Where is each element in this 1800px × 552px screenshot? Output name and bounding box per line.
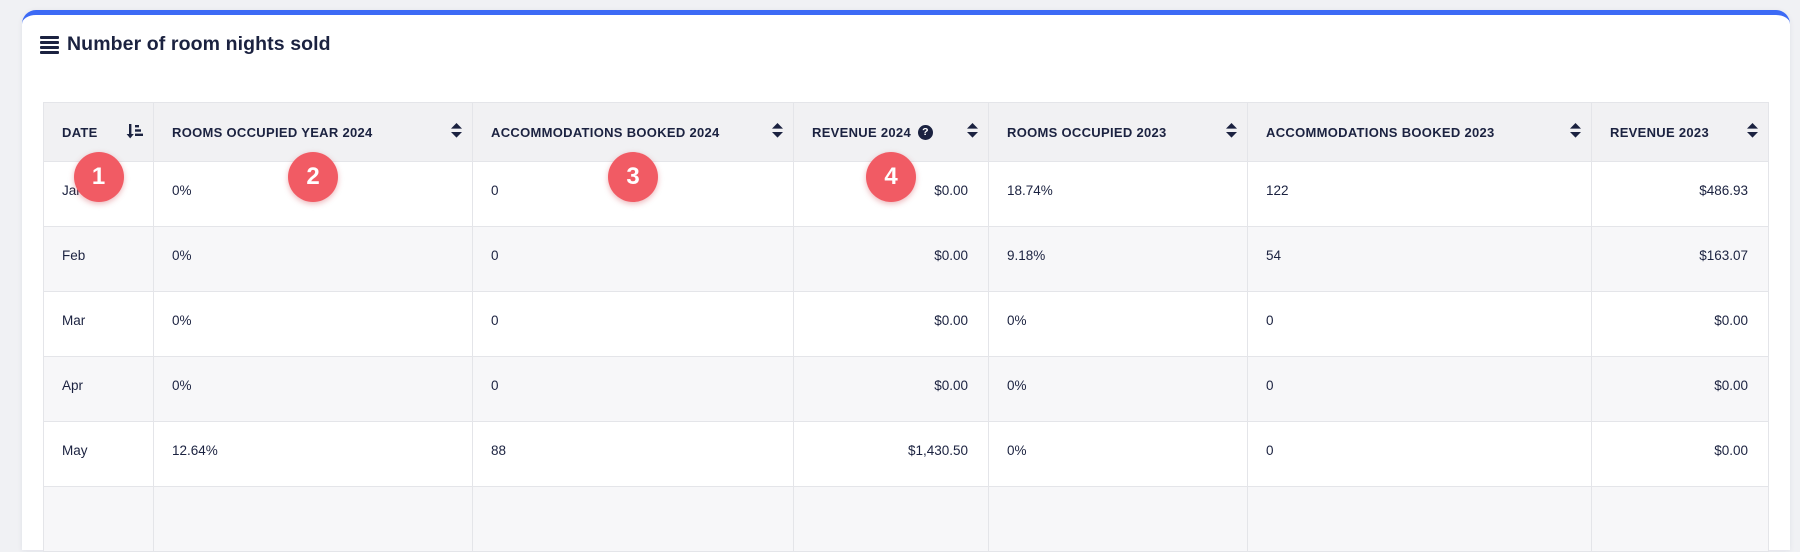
column-header-label: REVENUE 2024 [812,124,911,140]
value-cell: $0.00 [793,356,989,422]
step-badge-label: 3 [626,163,640,190]
empty-cell [472,486,794,552]
column-header-label: REVENUE 2023 [1610,124,1709,140]
table-row: Mar 0% 0 $0.00 0% 0 $0.00 [43,291,1769,357]
table-row: May 12.64% 88 $1,430.50 0% 0 $0.00 [43,421,1769,487]
value-cell: 0 [1247,291,1592,357]
value-cell: 0% [988,356,1248,422]
date-cell: May [43,421,154,487]
date-cell: Apr [43,356,154,422]
value-cell: 18.74% [988,161,1248,227]
partial-next-row [43,486,1769,552]
value-cell: 0 [472,226,794,292]
report-card: Number of room nights sold DATE ROOMS OC… [22,10,1790,552]
step-badge[interactable]: 3 [608,152,658,202]
value-cell: 0% [153,226,473,292]
value-cell: 0 [1247,421,1592,487]
value-cell: $0.00 [793,291,989,357]
empty-cell [43,486,154,552]
sort-arrows-icon[interactable] [967,123,978,138]
value-cell: $163.07 [1591,226,1769,292]
value-cell: 122 [1247,161,1592,227]
date-cell: Mar [43,291,154,357]
value-cell: 0% [988,421,1248,487]
step-badge-label: 1 [91,163,106,190]
step-badge-label: 2 [306,163,320,190]
step-badge[interactable]: 4 [866,152,916,202]
step-badge[interactable]: 2 [288,152,338,202]
list-icon [40,35,59,54]
column-header[interactable]: REVENUE 2023 [1591,102,1769,162]
value-cell: $1,430.50 [793,421,989,487]
empty-cell [988,486,1248,552]
column-header-label: ROOMS OCCUPIED YEAR 2024 [172,124,373,140]
sort-arrows-icon[interactable] [451,123,462,138]
sort-arrows-icon[interactable] [1570,123,1581,138]
table-row: Feb 0% 0 $0.00 9.18% 54 $163.07 [43,226,1769,292]
empty-cell [793,486,989,552]
sort-amount-icon[interactable] [126,123,143,139]
column-header-label: DATE [62,124,98,140]
value-cell: 0% [153,356,473,422]
page-title: Number of room nights sold [67,33,331,55]
value-cell: 88 [472,421,794,487]
value-cell: $0.00 [1591,356,1769,422]
sort-arrows-icon[interactable] [1747,123,1758,138]
step-badge-label: 4 [884,163,898,190]
empty-cell [153,486,473,552]
card-title-row: Number of room nights sold [40,33,1790,56]
sort-arrows-icon[interactable] [1226,123,1237,138]
empty-cell [1591,486,1769,552]
value-cell: $0.00 [1591,291,1769,357]
value-cell: 0 [1247,356,1592,422]
step-badge[interactable]: 1 [73,152,124,202]
column-header[interactable]: ACCOMMODATIONS BOOKED 2024 [472,102,794,162]
header-row: DATE ROOMS OCCUPIED YEAR 2024 [43,102,1769,162]
sort-arrows-icon[interactable] [772,123,783,138]
value-cell: 0 [472,356,794,422]
value-cell: $486.93 [1591,161,1769,227]
value-cell: 0% [988,291,1248,357]
value-cell: 9.18% [988,226,1248,292]
value-cell: $0.00 [793,226,989,292]
value-cell: 12.64% [153,421,473,487]
column-header-label: ROOMS OCCUPIED 2023 [1007,124,1167,140]
date-cell: Feb [43,226,154,292]
column-header[interactable]: ROOMS OCCUPIED 2023 [988,102,1248,162]
value-cell: 0% [153,291,473,357]
table-row: Apr 0% 0 $0.00 0% 0 $0.00 [43,356,1769,422]
value-cell: $0.00 [1591,421,1769,487]
column-header-label: ACCOMMODATIONS BOOKED 2023 [1266,124,1495,140]
empty-cell [1247,486,1592,552]
value-cell: 54 [1247,226,1592,292]
column-header-label: ACCOMMODATIONS BOOKED 2024 [491,124,720,140]
help-icon[interactable]: ? [917,124,933,140]
column-header[interactable]: ACCOMMODATIONS BOOKED 2023 [1247,102,1592,162]
value-cell: 0 [472,291,794,357]
